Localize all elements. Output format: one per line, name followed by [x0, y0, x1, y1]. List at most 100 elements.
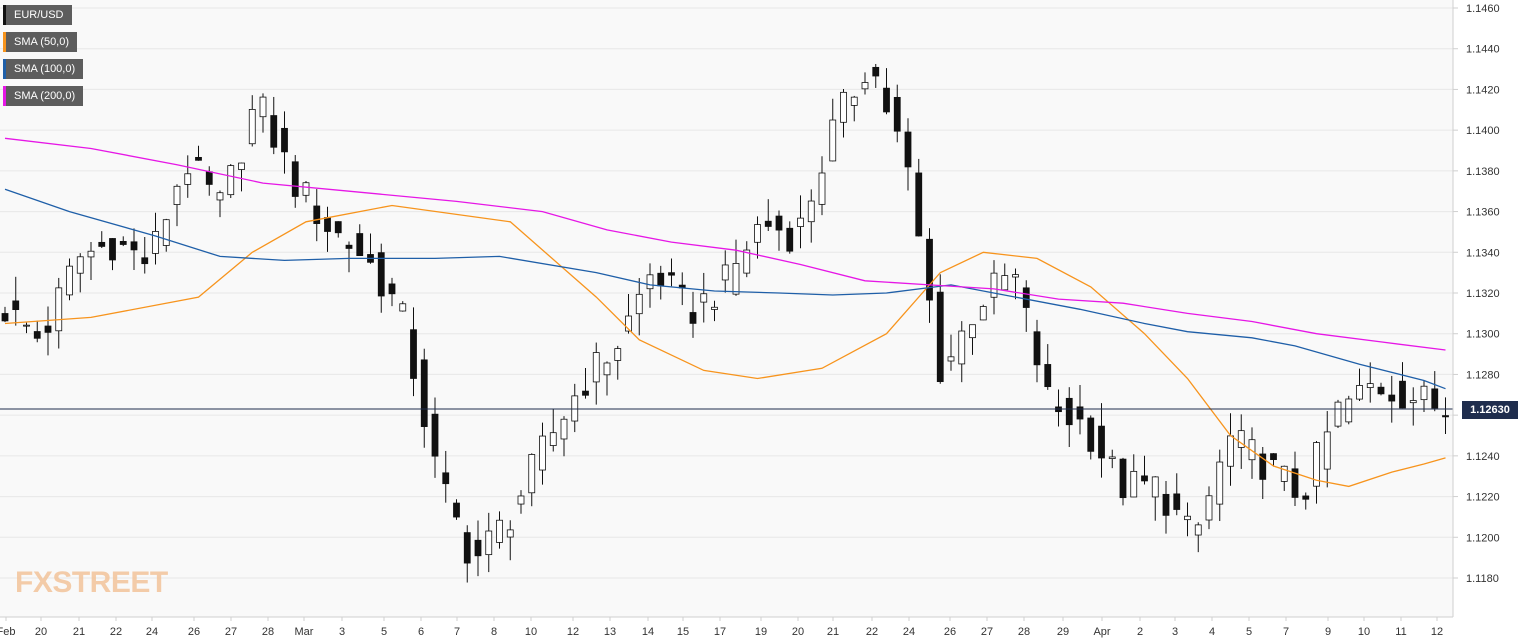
candle-body	[313, 205, 321, 224]
current-price-tag: 1.12630	[1462, 401, 1518, 419]
candle-body	[1291, 468, 1299, 498]
candle	[786, 221, 794, 254]
candle-body	[130, 241, 138, 251]
candle	[1399, 362, 1406, 409]
x-tick-label: 27	[225, 626, 237, 638]
candle-body	[1302, 495, 1310, 500]
candle	[1001, 263, 1009, 291]
candle-body	[248, 109, 256, 145]
candle-body	[1012, 274, 1019, 278]
candle	[259, 93, 267, 133]
candle	[1442, 397, 1449, 435]
candle-body	[496, 519, 503, 543]
candle	[474, 520, 482, 577]
candle	[625, 293, 632, 334]
candle	[1194, 522, 1202, 553]
grid-lines	[0, 7, 1453, 579]
legend-item-sma-200[interactable]: SMA (200,0)	[3, 86, 84, 106]
legend-item-sma-50[interactable]: SMA (50,0)	[3, 32, 78, 52]
candle-body	[893, 96, 901, 132]
candle	[1033, 319, 1041, 383]
x-tick-label: 5	[1246, 626, 1252, 638]
candle-body	[979, 306, 987, 321]
candle-body	[1184, 515, 1191, 521]
legend-swatch	[3, 59, 6, 79]
candle	[850, 95, 858, 122]
candle-body	[324, 217, 331, 232]
x-tick-label: 13	[604, 626, 616, 638]
candle	[506, 520, 514, 561]
y-tick-label: 1.1460	[1466, 3, 1500, 15]
candle	[549, 409, 557, 452]
candle-body	[195, 156, 202, 161]
candle-body	[958, 330, 966, 365]
x-tick-label: 24	[903, 626, 915, 638]
candle-body	[431, 413, 439, 457]
y-tick-label: 1.1400	[1466, 125, 1500, 137]
x-tick-label: 3	[1172, 626, 1178, 638]
candle-body	[1194, 524, 1202, 536]
candle	[420, 348, 428, 448]
candle	[840, 88, 847, 138]
candle	[87, 242, 95, 280]
x-tick-label: 12	[567, 626, 579, 638]
candle	[1302, 492, 1310, 510]
x-tick-label: 12	[1431, 626, 1443, 638]
candle	[66, 258, 73, 301]
candle-body	[356, 233, 364, 257]
candle-body	[700, 293, 708, 303]
candle-body	[797, 217, 804, 227]
x-tick-label: Feb	[0, 626, 15, 638]
x-tick-label: Mar	[295, 626, 314, 638]
candle-body	[732, 263, 740, 295]
candle-body	[259, 96, 267, 118]
candle-body	[990, 272, 998, 298]
candle	[23, 322, 30, 334]
candle	[904, 118, 912, 191]
fxstreet-logo: FXSTREET	[15, 566, 168, 600]
x-tick-label: 26	[944, 626, 956, 638]
candle-body	[1162, 493, 1170, 516]
x-tick-label: 20	[35, 626, 47, 638]
y-tick-label: 1.1320	[1466, 288, 1500, 300]
candle-body	[109, 238, 116, 261]
candle	[1345, 395, 1353, 425]
candle-body	[1119, 458, 1127, 499]
legend-item-sma-100[interactable]: SMA (100,0)	[3, 59, 84, 79]
x-tick-label: 9	[1325, 626, 1331, 638]
candle	[1130, 454, 1138, 498]
candle-body	[334, 221, 342, 234]
x-axis-labels: Feb20212224262728Mar35678101213141517192…	[0, 617, 1443, 638]
candle	[12, 276, 20, 326]
candle-body	[227, 165, 235, 196]
candle-body	[1270, 453, 1277, 461]
y-tick-label: 1.1180	[1466, 573, 1499, 585]
x-tick-label: Apr	[1093, 626, 1110, 638]
candle	[1431, 371, 1439, 412]
candle-body	[485, 530, 493, 556]
candle	[915, 158, 923, 237]
candle-body	[1076, 406, 1084, 420]
candle-body	[668, 272, 675, 276]
candle	[979, 304, 987, 321]
axes	[0, 0, 1454, 618]
x-tick-label: 14	[642, 626, 654, 638]
y-axis-labels: 1.11801.12001.12201.12401.12601.12801.13…	[1453, 3, 1500, 585]
candle	[1366, 362, 1374, 403]
candle-body	[635, 293, 643, 315]
candle-body	[420, 359, 428, 427]
legend-item-eurusd[interactable]: EUR/USD	[3, 5, 72, 25]
x-tick-label: 10	[525, 626, 537, 638]
candle-body	[764, 220, 772, 227]
y-tick-label: 1.1280	[1466, 369, 1500, 381]
candle-body	[119, 240, 127, 245]
sma-lines	[4, 137, 1446, 488]
candle	[334, 221, 342, 238]
candle	[195, 145, 202, 161]
candle	[216, 190, 224, 218]
candle	[560, 416, 568, 457]
candle-body	[1334, 401, 1342, 427]
x-tick-label: 3	[339, 626, 345, 638]
candle-body	[1388, 394, 1396, 402]
